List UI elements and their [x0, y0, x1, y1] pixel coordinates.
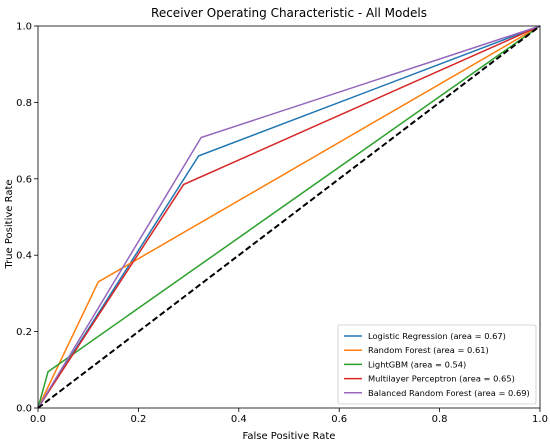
legend-label: Balanced Random Forest (area = 0.69): [368, 388, 530, 398]
y-tick-label: 0.0: [16, 404, 32, 415]
chart-title: Receiver Operating Characteristic - All …: [151, 6, 427, 20]
y-tick-label: 0.8: [16, 98, 32, 109]
legend-label: Logistic Regression (area = 0.67): [368, 331, 506, 341]
y-axis-label: True Positive Rate: [4, 179, 15, 269]
x-tick-label: 1.0: [532, 414, 548, 425]
y-tick-label: 1.0: [16, 22, 32, 33]
x-tick-label: 0.8: [432, 414, 448, 425]
legend-label: Multilayer Perceptron (area = 0.65): [368, 374, 515, 384]
x-tick-label: 0.6: [331, 414, 347, 425]
legend-label: Random Forest (area = 0.61): [368, 345, 489, 355]
y-tick-label: 0.4: [16, 251, 32, 262]
plot-area: 0.0 0.2 0.4 0.6 0.8 1.0 0.0 0.2 0.4 0.6 0.8 1.0 Logi…: [16, 22, 548, 426]
x-tick-label: 0.0: [30, 414, 46, 425]
y-tick-label: 0.2: [16, 327, 32, 338]
legend-label: LightGBM (area = 0.54): [368, 359, 466, 369]
x-axis-label: False Positive Rate: [243, 431, 336, 442]
x-tick-label: 0.4: [231, 414, 247, 425]
y-tick-label: 0.6: [16, 174, 32, 185]
x-tick-label: 0.2: [130, 414, 146, 425]
